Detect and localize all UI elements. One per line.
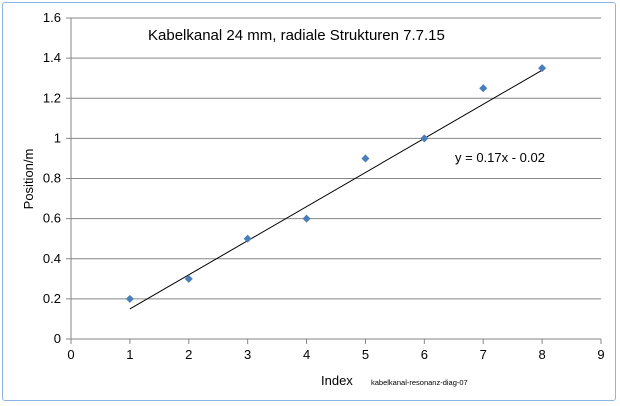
trendline-group xyxy=(129,69,543,310)
x-tick-labels: 0 1 2 3 4 5 6 7 8 9 xyxy=(67,347,604,362)
y-tick-label: 1 xyxy=(54,130,61,145)
data-point-marker xyxy=(184,274,193,283)
data-point-marker xyxy=(538,64,547,73)
x-tick-label: 3 xyxy=(244,347,251,362)
x-tick-label: 1 xyxy=(126,347,133,362)
data-point-marker xyxy=(479,84,488,93)
data-point-marker xyxy=(361,154,370,163)
chart-annotation: kabelkanal-resonanz-diag-07 xyxy=(371,378,468,387)
chart-title: Kabelkanal 24 mm, radiale Strukturen 7.7… xyxy=(148,27,445,44)
data-point-marker xyxy=(125,294,134,303)
chart-frame: 0 0.2 0.4 0.6 0.8 1 1.2 1.4 1.6 0 1 2 3 4 5 6 7 8 9 Kabel… xyxy=(2,2,616,401)
y-tick-label: 0.6 xyxy=(43,211,61,226)
x-tick-label: 8 xyxy=(538,347,545,362)
data-point-marker xyxy=(420,134,429,143)
y-tick-label: 1.4 xyxy=(43,50,61,65)
scatter-chart: 0 0.2 0.4 0.6 0.8 1 1.2 1.4 1.6 0 1 2 3 4 5 6 7 8 9 Kabel… xyxy=(21,10,605,388)
y-tick-labels: 0 0.2 0.4 0.6 0.8 1 1.2 1.4 1.6 xyxy=(43,10,61,346)
x-tick-label: 5 xyxy=(362,347,369,362)
data-points xyxy=(125,64,547,303)
x-tick-label: 9 xyxy=(597,347,604,362)
trendline-equation: y = 0.17x - 0.02 xyxy=(455,150,545,165)
y-tick-label: 0.4 xyxy=(43,251,61,266)
x-tick-label: 2 xyxy=(185,347,192,362)
data-point-marker xyxy=(243,234,252,243)
y-tick-label: 1.2 xyxy=(43,90,61,105)
x-tick-label: 7 xyxy=(480,347,487,362)
x-tick-label: 4 xyxy=(303,347,310,362)
y-tick-label: 0 xyxy=(54,331,61,346)
x-tick-label: 0 xyxy=(67,347,74,362)
y-tick-label: 0.8 xyxy=(43,171,61,186)
data-point-marker xyxy=(302,214,311,223)
y-axis-label: Position/m xyxy=(21,149,36,210)
y-tick-label: 1.6 xyxy=(43,10,61,25)
y-tick-label: 0.2 xyxy=(43,291,61,306)
x-tick-label: 6 xyxy=(421,347,428,362)
trendline xyxy=(129,69,543,310)
axes xyxy=(66,17,602,344)
x-axis-label: Index xyxy=(321,373,353,388)
gridlines xyxy=(71,17,601,300)
